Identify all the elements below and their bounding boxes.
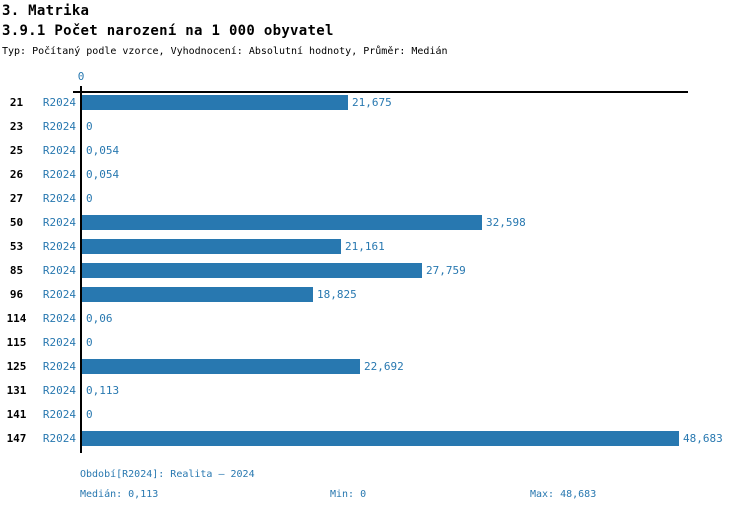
bar-value-label: 48,683 [683,432,723,445]
bar-value-label: 27,759 [426,264,466,277]
row-series-label: R2024 [42,120,76,133]
row-series-label: R2024 [42,216,76,229]
row-category-label: 115 [6,336,27,349]
bar [82,431,679,446]
bar-value-label: 0,054 [86,144,120,157]
bar [82,359,360,374]
chart-row: 23 R2024 0 [0,119,750,134]
chart-row: 147 R2024 48,683 [0,431,750,446]
bar-value-label: 0,06 [86,312,113,325]
row-category-label: 25 [9,144,24,157]
chart-row: 85 R2024 27,759 [0,263,750,278]
footer-min-label: Min: 0 [330,489,367,500]
row-category-label: 96 [9,288,24,301]
row-series-label: R2024 [42,432,76,445]
row-category-label: 125 [6,360,27,373]
chart-row: 114 R2024 0,06 [0,311,750,326]
chart-row: 50 R2024 32,598 [0,215,750,230]
chart-row: 141 R2024 0 [0,407,750,422]
bar [82,95,348,110]
bar [82,239,341,254]
row-category-label: 131 [6,384,27,397]
page-title: 3. Matrika [2,3,90,19]
chart-row: 25 R2024 0,054 [0,143,750,158]
bar-value-label: 0 [86,120,93,133]
axis-zero-label: 0 [77,70,85,83]
footer-max-label: Max: 48,683 [530,489,597,500]
row-category-label: 27 [9,192,24,205]
bar-value-label: 0,113 [86,384,120,397]
bar-value-label: 0 [86,408,93,421]
chart-row: 27 R2024 0 [0,191,750,206]
row-series-label: R2024 [42,264,76,277]
row-series-label: R2024 [42,360,76,373]
row-category-label: 141 [6,408,27,421]
footer-period-label: Období[R2024]: Realita – 2024 [80,469,255,480]
row-series-label: R2024 [42,384,76,397]
bar-value-label: 0,054 [86,168,120,181]
chart-row: 125 R2024 22,692 [0,359,750,374]
row-category-label: 23 [9,120,24,133]
row-series-label: R2024 [42,408,76,421]
row-category-label: 21 [9,96,24,109]
bar-value-label: 21,675 [352,96,392,109]
row-category-label: 26 [9,168,24,181]
chart-row: 26 R2024 0,054 [0,167,750,182]
bar-value-label: 22,692 [364,360,404,373]
row-series-label: R2024 [42,168,76,181]
bar-value-label: 21,161 [345,240,385,253]
row-category-label: 147 [6,432,27,445]
chart-row: 115 R2024 0 [0,335,750,350]
row-series-label: R2024 [42,96,76,109]
axis-top-line [73,91,688,93]
row-series-label: R2024 [42,144,76,157]
bar-value-label: 18,825 [317,288,357,301]
row-category-label: 85 [9,264,24,277]
chart-row: 96 R2024 18,825 [0,287,750,302]
bar-value-label: 32,598 [486,216,526,229]
row-series-label: R2024 [42,192,76,205]
bar [82,287,313,302]
row-category-label: 53 [9,240,24,253]
row-series-label: R2024 [42,288,76,301]
bar-value-label: 0 [86,336,93,349]
bar [82,215,482,230]
chart-meta-line: Typ: Počítaný podle vzorce, Vyhodnocení:… [2,46,448,57]
row-series-label: R2024 [42,240,76,253]
row-series-label: R2024 [42,336,76,349]
axis-zero-line [80,86,82,453]
bar-value-label: 0 [86,192,93,205]
footer-median-label: Medián: 0,113 [80,489,159,500]
chart-title: 3.9.1 Počet narození na 1 000 obyvatel [2,23,334,39]
row-category-label: 50 [9,216,24,229]
row-category-label: 114 [6,312,27,325]
chart-row: 21 R2024 21,675 [0,95,750,110]
bar [82,263,422,278]
chart-row: 53 R2024 21,161 [0,239,750,254]
chart-row: 131 R2024 0,113 [0,383,750,398]
row-series-label: R2024 [42,312,76,325]
